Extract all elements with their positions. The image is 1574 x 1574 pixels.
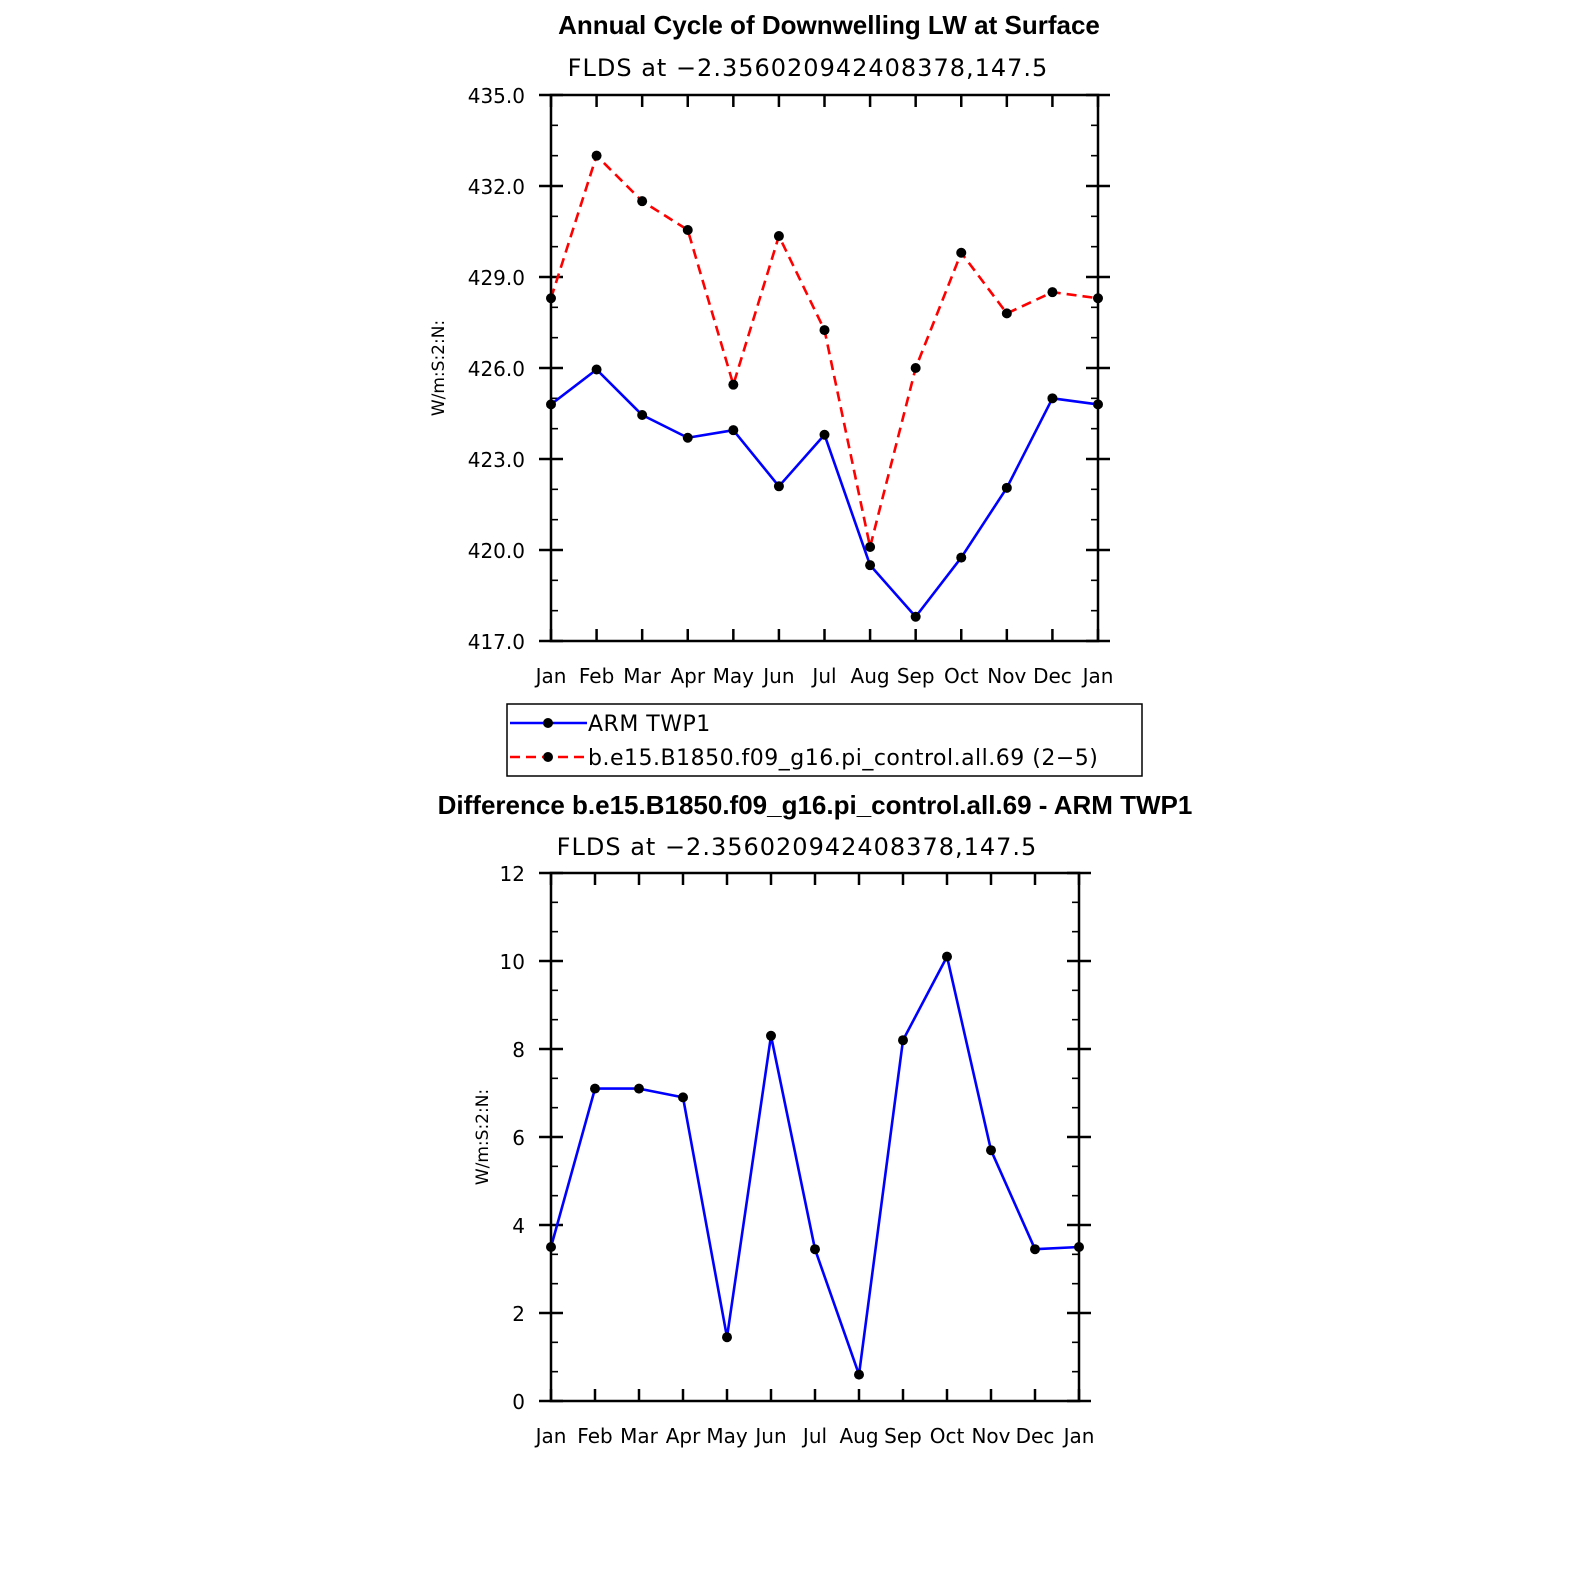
data-point (910, 611, 921, 622)
x-tick-label: Jun (753, 1424, 786, 1448)
data-point (898, 1035, 908, 1046)
data-point (1030, 1244, 1040, 1255)
x-tick-label: Mar (623, 664, 662, 688)
y-tick-label: 10 (500, 950, 525, 974)
series-group (546, 951, 1084, 1380)
data-point (910, 363, 921, 373)
data-point (819, 325, 830, 336)
plot-frame (549, 871, 1081, 1403)
data-point (865, 541, 876, 552)
chart-title: Annual Cycle of Downwelling LW at Surfac… (558, 10, 1100, 40)
data-point (634, 1083, 644, 1094)
data-point (637, 196, 648, 207)
difference-chart: Difference b.e15.B1850.f09_g16.pi_contro… (438, 790, 1193, 1448)
chart-subtitle: FLDS at −2.356020942408378,147.5 (568, 54, 1049, 82)
series-line (549, 955, 1080, 1376)
data-point (986, 1145, 996, 1156)
x-tick-label: Dec (1016, 1424, 1055, 1448)
x-tick-label: Jan (1081, 664, 1114, 688)
y-tick-label: 432.0 (468, 175, 525, 199)
y-tick-label: 8 (512, 1038, 525, 1062)
x-tick-label: Jun (761, 664, 794, 688)
x-tick-label: Apr (670, 664, 705, 688)
data-point (766, 1030, 776, 1041)
x-tick-label: Nov (987, 664, 1026, 688)
data-point (590, 1083, 600, 1094)
x-tick-label: Aug (839, 1424, 878, 1448)
y-tick-label: 2 (512, 1302, 525, 1326)
legend-label-model: b.e15.B1850.f09_g16.pi_control.all.69 (2… (588, 746, 1098, 771)
y-tick-label: 0 (512, 1390, 525, 1414)
data-point (591, 364, 602, 375)
data-point (819, 429, 830, 440)
x-tick-label: Jan (534, 664, 567, 688)
y-tick-label: 6 (512, 1126, 525, 1150)
x-tick-label: Apr (666, 1424, 701, 1448)
x-tick-label: Feb (577, 1424, 612, 1448)
x-tick-label: Oct (930, 1424, 965, 1448)
y-tick-label: 426.0 (468, 357, 525, 381)
x-tick-label: Jan (1062, 1424, 1095, 1448)
legend-marker-arm (543, 718, 553, 728)
data-point (956, 552, 967, 563)
y-tick-label: 435.0 (468, 84, 525, 108)
y-tick-label: 429.0 (468, 266, 525, 290)
legend: ARM TWP1 b.e15.B1850.f09_g16.pi_control.… (506, 703, 1143, 777)
x-tick-label: May (713, 664, 755, 688)
y-tick-label: 423.0 (468, 448, 525, 472)
series-line (549, 154, 1099, 549)
x-tick-label: Nov (971, 1424, 1010, 1448)
series-line (550, 368, 1099, 619)
x-tick-label: Sep (897, 664, 935, 688)
x-tick-label: Aug (851, 664, 890, 688)
x-tick-label: Oct (944, 664, 979, 688)
data-point (682, 432, 693, 443)
x-tick-label: Jan (534, 1424, 567, 1448)
series-group (546, 150, 1103, 622)
x-tick-label: Sep (884, 1424, 922, 1448)
data-point (678, 1092, 688, 1103)
y-axis-label: W/m:S:2:N: (473, 1089, 493, 1185)
x-tick-label: Mar (620, 1424, 659, 1448)
y-tick-label: 417.0 (468, 630, 525, 654)
data-point (1047, 287, 1058, 298)
data-point (1047, 393, 1058, 404)
legend-box (506, 703, 1143, 777)
data-point (810, 1244, 820, 1255)
data-point (956, 247, 967, 258)
data-point (728, 379, 739, 390)
annual-cycle-chart: Annual Cycle of Downwelling LW at Surfac… (429, 10, 1143, 777)
data-point (722, 1332, 732, 1343)
data-point (1001, 482, 1012, 493)
data-point (865, 560, 876, 571)
data-point (773, 481, 784, 492)
legend-label-arm: ARM TWP1 (588, 712, 711, 737)
x-tick-label: Jul (801, 1424, 827, 1448)
data-point (728, 425, 739, 436)
x-tick-label: Dec (1033, 664, 1072, 688)
plot-frame (549, 93, 1100, 643)
axes: Jan Feb Mar Apr May Jun Jul Aug Sep Oct Nov Dec Jan 4… (468, 84, 1114, 688)
y-tick-label: 420.0 (468, 539, 525, 563)
data-point (637, 410, 648, 421)
data-point (682, 224, 693, 235)
y-tick-label: 4 (512, 1214, 525, 1238)
data-point (1001, 308, 1012, 319)
data-point (591, 150, 602, 161)
data-point (773, 231, 784, 242)
axes: Jan Feb Mar Apr May Jun Jul Aug Sep Oct Nov Dec Jan 0… (500, 862, 1095, 1448)
x-tick-label: Feb (579, 664, 614, 688)
y-axis-label: W/m:S:2:N: (429, 320, 449, 416)
x-tick-label: Jul (810, 664, 836, 688)
data-point (942, 951, 952, 962)
x-tick-label: May (706, 1424, 748, 1448)
chart-title: Difference b.e15.B1850.f09_g16.pi_contro… (438, 790, 1193, 820)
y-tick-label: 12 (500, 862, 525, 886)
data-point (854, 1369, 864, 1380)
legend-marker-model (543, 752, 553, 762)
chart-subtitle: FLDS at −2.356020942408378,147.5 (557, 833, 1038, 861)
